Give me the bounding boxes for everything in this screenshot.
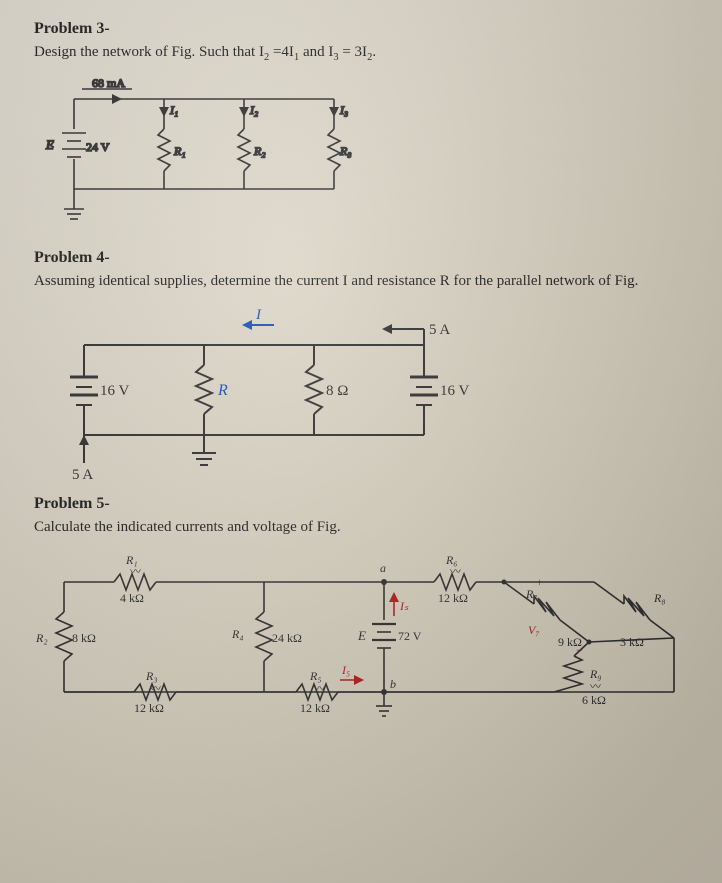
p5-R4v: 24 kΩ bbox=[272, 631, 302, 645]
p3-I2: I₂ bbox=[249, 103, 258, 117]
p3-R3: R₃ bbox=[339, 144, 352, 158]
p5-E: E bbox=[357, 628, 366, 643]
p4-16vR: 16 V bbox=[440, 383, 469, 399]
p3-R2: R₂ bbox=[253, 144, 266, 158]
p3-txt-pre: Design the network of Fig. Such that I bbox=[34, 44, 264, 60]
problem5-statement: Calculate the indicated currents and vol… bbox=[34, 517, 696, 537]
svg-text:〰: 〰 bbox=[150, 683, 161, 695]
p5-R3v: 12 kΩ bbox=[134, 701, 164, 715]
p5-a: a bbox=[380, 561, 386, 575]
p4-16vL: 16 V bbox=[100, 383, 129, 399]
p5-R8v: 3 kΩ bbox=[620, 635, 644, 649]
p5-R8: R₈ bbox=[653, 591, 666, 605]
p3-txt-end: . bbox=[372, 44, 376, 60]
p3-txt-m2: and I bbox=[299, 44, 333, 60]
p3-I3: I₃ bbox=[339, 103, 348, 117]
problem3-heading: Problem 3- bbox=[34, 20, 696, 38]
page: Problem 3- Design the network of Fig. Su… bbox=[0, 0, 722, 883]
p3-68ma: 68 mA bbox=[92, 76, 125, 90]
svg-text:〰: 〰 bbox=[314, 683, 325, 695]
p5-R9: R₉ bbox=[589, 667, 602, 681]
p5-R2v: 8 kΩ bbox=[72, 631, 96, 645]
p5-Is: Iₛ bbox=[399, 599, 409, 613]
p3-24v: 24 V bbox=[86, 140, 110, 154]
problem3-figure: 68 mA E 24 V bbox=[34, 69, 696, 239]
p5-R1v: 4 kΩ bbox=[120, 591, 144, 605]
p5-R5v: 12 kΩ bbox=[300, 701, 330, 715]
problem4-statement: Assuming identical supplies, determine t… bbox=[34, 271, 696, 291]
p5-R5: R₅ bbox=[309, 669, 322, 683]
p3-R1: R₁ bbox=[173, 144, 186, 158]
problem4-heading: Problem 4- bbox=[34, 249, 696, 267]
p5-I5: I₅ bbox=[341, 663, 350, 677]
p3-txt-m1: =4I bbox=[269, 44, 294, 60]
p5-R7: R₇ bbox=[525, 587, 538, 601]
p4-svg: I 5 A 5 A 16 V bbox=[34, 295, 484, 485]
p4-8ohm: 8 Ω bbox=[326, 383, 348, 399]
p5-R9v: 6 kΩ bbox=[582, 693, 606, 707]
p4-R: R bbox=[217, 382, 228, 399]
p4-5A-bottom: 5 A bbox=[72, 467, 93, 483]
p5-V7: V₇ bbox=[528, 623, 540, 637]
p4-5A-top: 5 A bbox=[429, 322, 450, 338]
p5-R2: R₂ bbox=[35, 631, 48, 645]
p4-I: I bbox=[255, 307, 262, 323]
svg-text:〰: 〰 bbox=[130, 566, 141, 578]
p3-E: E bbox=[45, 137, 54, 152]
p5-svg: R₁ 4 kΩ 〰 a R₆ 12 kΩ 〰 R bbox=[34, 542, 694, 742]
p5-R4: R₄ bbox=[231, 627, 244, 641]
p3-svg: 68 mA E 24 V bbox=[34, 69, 374, 239]
problem3-statement: Design the network of Fig. Such that I2 … bbox=[34, 42, 696, 65]
problem5-heading: Problem 5- bbox=[34, 495, 696, 513]
p5-R1: R₁ bbox=[125, 553, 138, 567]
p5-b: b bbox=[390, 677, 396, 691]
p3-I1: I₁ bbox=[169, 103, 178, 117]
problem5-figure: R₁ 4 kΩ 〰 a R₆ 12 kΩ 〰 R bbox=[34, 542, 696, 742]
p5-R3: R₃ bbox=[145, 669, 158, 683]
p5-R6v: 12 kΩ bbox=[438, 591, 468, 605]
svg-text:〰: 〰 bbox=[450, 566, 461, 578]
problem4-figure: I 5 A 5 A 16 V bbox=[34, 295, 696, 485]
p5-Ev: 72 V bbox=[398, 629, 422, 643]
p3-txt-m3: = 3I bbox=[339, 44, 367, 60]
p5-R6: R₆ bbox=[445, 553, 458, 567]
